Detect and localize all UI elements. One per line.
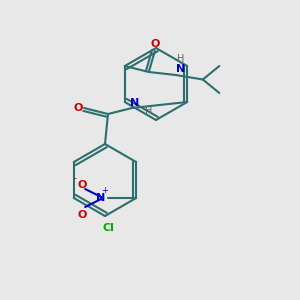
Text: N: N bbox=[96, 193, 105, 203]
Text: O: O bbox=[77, 209, 87, 220]
Text: O: O bbox=[77, 179, 87, 190]
Text: -: - bbox=[73, 174, 76, 183]
Text: +: + bbox=[101, 186, 108, 195]
Text: O: O bbox=[150, 38, 160, 49]
Text: N: N bbox=[176, 64, 185, 74]
Text: O: O bbox=[73, 103, 83, 113]
Text: Cl: Cl bbox=[102, 223, 114, 233]
Text: H: H bbox=[177, 53, 184, 64]
Text: N: N bbox=[130, 98, 140, 109]
Text: H: H bbox=[145, 106, 152, 116]
